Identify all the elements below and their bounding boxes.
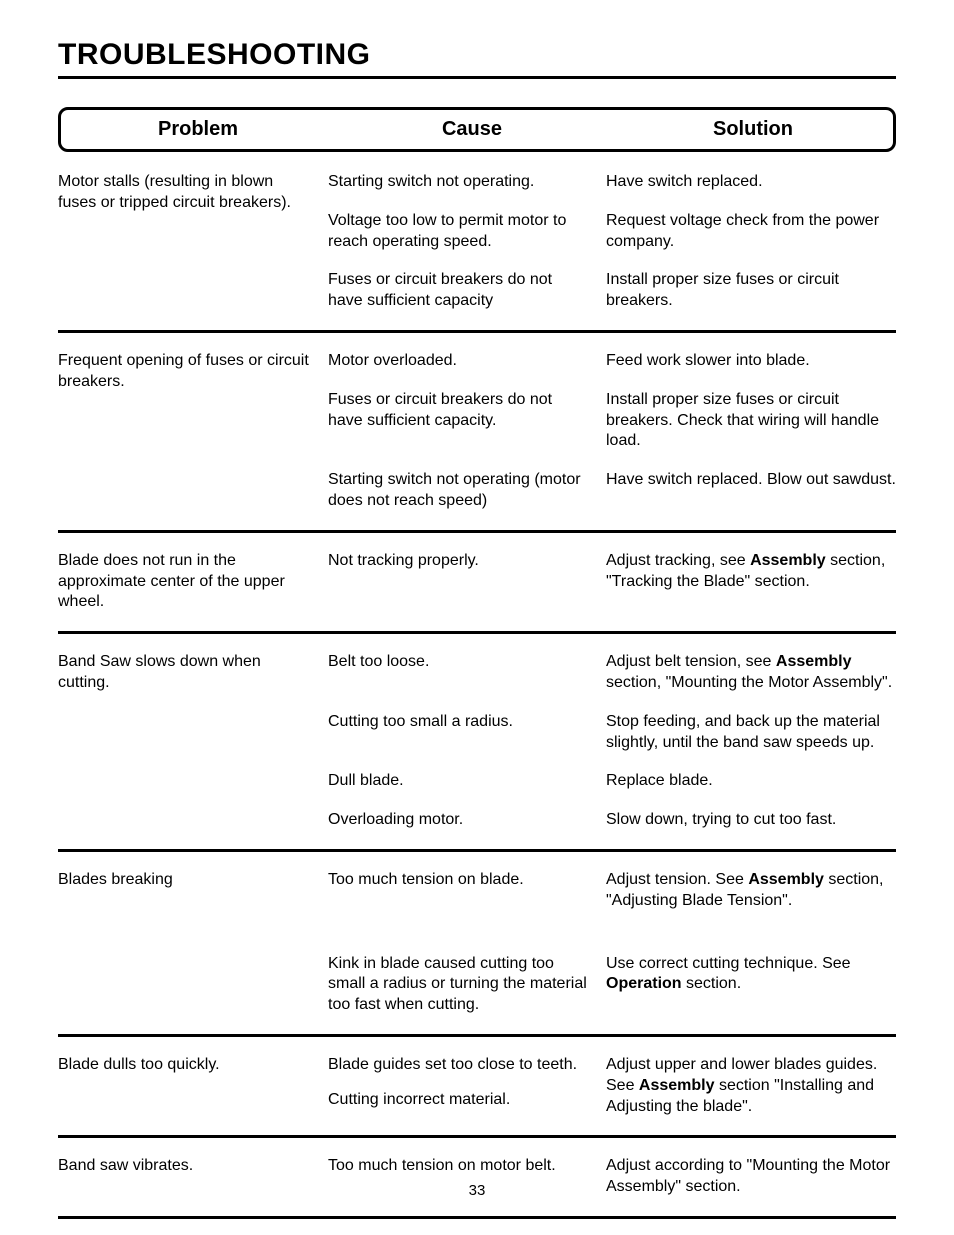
solution-cell: Install proper size fuses or circuit bre… bbox=[606, 270, 896, 312]
problem-cell: Blades breaking bbox=[58, 870, 328, 1016]
header-problem: Problem bbox=[61, 118, 331, 141]
solution-cell: Adjust belt tension, see Assembly sectio… bbox=[606, 652, 896, 694]
cause-cell: Starting switch not operating (motor doe… bbox=[328, 470, 606, 512]
cause-cell: Fuses or circuit breakers do not have su… bbox=[328, 270, 606, 312]
cause-cell: Overloading motor. bbox=[328, 810, 606, 831]
cause-cell: Blade guides set too close to teeth.Cutt… bbox=[328, 1055, 606, 1117]
cause-cell: Voltage too low to permit motor to reach… bbox=[328, 211, 606, 253]
solution-cell: Adjust upper and lower blades guides. Se… bbox=[606, 1055, 896, 1117]
cause-solution-row: Starting switch not operating (motor doe… bbox=[328, 470, 896, 512]
solution-cell: Adjust tension. See Assembly section, "A… bbox=[606, 870, 896, 912]
cause-solution-row: Too much tension on blade.Adjust tension… bbox=[328, 870, 896, 912]
table-section: Blade does not run in the approximate ce… bbox=[58, 551, 896, 634]
cause-solution-row: Motor overloaded.Feed work slower into b… bbox=[328, 351, 896, 372]
table-section: Frequent opening of fuses or circuit bre… bbox=[58, 351, 896, 533]
page-title: TROUBLESHOOTING bbox=[58, 38, 896, 72]
cause-cell: Kink in blade caused cutting too small a… bbox=[328, 954, 606, 1016]
solution-cell: Request voltage check from the power com… bbox=[606, 211, 896, 253]
problem-cell: Blade does not run in the approximate ce… bbox=[58, 551, 328, 613]
cause-cell: Fuses or circuit breakers do not have su… bbox=[328, 390, 606, 452]
table-section: Band Saw slows down when cutting.Belt to… bbox=[58, 652, 896, 852]
cause-cell: Motor overloaded. bbox=[328, 351, 606, 372]
cause-solution-row: Fuses or circuit breakers do not have su… bbox=[328, 390, 896, 452]
cause-solution-wrap: Not tracking properly.Adjust tracking, s… bbox=[328, 551, 896, 613]
solution-cell: Install proper size fuses or circuit bre… bbox=[606, 390, 896, 452]
solution-cell: Replace blade. bbox=[606, 771, 896, 792]
solution-cell: Have switch replaced. Blow out sawdust. bbox=[606, 470, 896, 512]
solution-cell: Slow down, trying to cut too fast. bbox=[606, 810, 896, 831]
solution-cell: Use correct cutting technique. See Opera… bbox=[606, 954, 896, 1016]
table-section: Motor stalls (resulting in blown fuses o… bbox=[58, 172, 896, 333]
cause-solution-row: Starting switch not operating.Have switc… bbox=[328, 172, 896, 193]
cause-solution-wrap: Too much tension on blade.Adjust tension… bbox=[328, 870, 896, 1016]
cause-cell: Not tracking properly. bbox=[328, 551, 606, 593]
solution-cell: Stop feeding, and back up the material s… bbox=[606, 712, 896, 754]
cause-cell: Belt too loose. bbox=[328, 652, 606, 694]
cause-solution-wrap: Blade guides set too close to teeth.Cutt… bbox=[328, 1055, 896, 1117]
table-section: Blade dulls too quickly.Blade guides set… bbox=[58, 1055, 896, 1138]
solution-cell: Adjust tracking, see Assembly section, "… bbox=[606, 551, 896, 593]
table-header: Problem Cause Solution bbox=[58, 107, 896, 152]
cause-solution-wrap: Motor overloaded.Feed work slower into b… bbox=[328, 351, 896, 512]
problem-cell: Blade dulls too quickly. bbox=[58, 1055, 328, 1117]
cause-solution-wrap: Belt too loose.Adjust belt tension, see … bbox=[328, 652, 896, 831]
cause-cell: Starting switch not operating. bbox=[328, 172, 606, 193]
cause-solution-wrap: Starting switch not operating.Have switc… bbox=[328, 172, 896, 312]
header-solution: Solution bbox=[609, 118, 893, 141]
title-underline bbox=[58, 76, 896, 79]
solution-cell: Feed work slower into blade. bbox=[606, 351, 896, 372]
cause-cell: Too much tension on blade. bbox=[328, 870, 606, 912]
problem-cell: Frequent opening of fuses or circuit bre… bbox=[58, 351, 328, 512]
table-body: Motor stalls (resulting in blown fuses o… bbox=[58, 172, 896, 1219]
problem-cell: Band Saw slows down when cutting. bbox=[58, 652, 328, 831]
cause-solution-row: Voltage too low to permit motor to reach… bbox=[328, 211, 896, 253]
cause-solution-row: Overloading motor.Slow down, trying to c… bbox=[328, 810, 896, 831]
cause-solution-row: Not tracking properly.Adjust tracking, s… bbox=[328, 551, 896, 593]
page-number: 33 bbox=[0, 1182, 954, 1199]
cause-solution-row: Belt too loose.Adjust belt tension, see … bbox=[328, 652, 896, 694]
cause-solution-row: Kink in blade caused cutting too small a… bbox=[328, 954, 896, 1016]
cause-solution-row: Cutting too small a radius.Stop feeding,… bbox=[328, 712, 896, 754]
cause-cell: Cutting too small a radius. bbox=[328, 712, 606, 754]
cause-solution-row: Dull blade.Replace blade. bbox=[328, 771, 896, 792]
page: TROUBLESHOOTING Problem Cause Solution M… bbox=[0, 0, 954, 1235]
solution-cell: Have switch replaced. bbox=[606, 172, 896, 193]
problem-cell: Motor stalls (resulting in blown fuses o… bbox=[58, 172, 328, 312]
cause-cell: Dull blade. bbox=[328, 771, 606, 792]
cause-solution-row: Fuses or circuit breakers do not have su… bbox=[328, 270, 896, 312]
header-cause: Cause bbox=[331, 118, 609, 141]
table-section: Blades breakingToo much tension on blade… bbox=[58, 870, 896, 1037]
cause-solution-row: Blade guides set too close to teeth.Cutt… bbox=[328, 1055, 896, 1117]
